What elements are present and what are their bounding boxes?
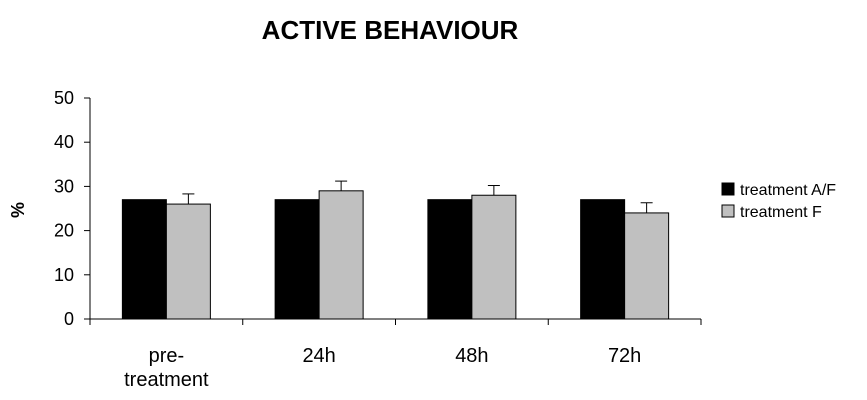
bar [427,199,473,320]
bar [624,212,670,320]
bar [471,194,517,320]
legend-swatch [721,182,735,196]
chart-title: ACTIVE BEHAVIOUR [262,15,519,45]
y-tick-label: 30 [54,176,74,196]
y-axis-label: % [8,202,28,218]
y-tick-label: 20 [54,221,74,241]
y-tick-label: 0 [64,309,74,329]
legend: treatment A/F treatment F [721,182,836,221]
x-tick-label: treatment [124,369,209,391]
plot-area: 0 10 20 30 40 50 pre-treatment 24h 48h 72h [54,88,702,391]
y-tick-label: 50 [54,88,74,108]
legend-label: treatment F [740,204,822,221]
legend-label: treatment A/F [740,182,836,199]
x-tick-label: 24h [302,345,335,367]
bar [318,190,364,320]
x-tick-label: pre- [149,345,185,367]
y-tick-label: 10 [54,265,74,285]
y-tick-label: 40 [54,132,74,152]
x-tick-label: 72h [608,345,641,367]
bar [274,199,320,320]
bar [165,203,211,320]
bar [121,199,167,320]
bar [580,199,626,320]
legend-swatch [721,204,735,218]
x-tick-label: 48h [455,345,488,367]
